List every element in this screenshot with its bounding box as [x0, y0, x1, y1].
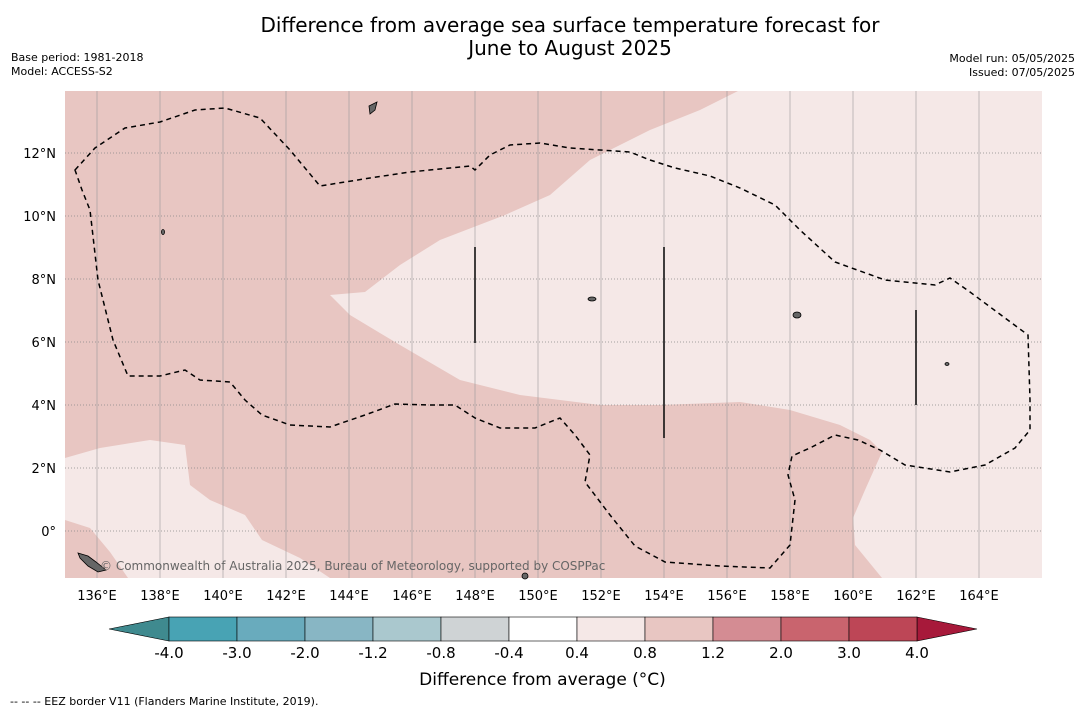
colorbar-tick-label: 2.0: [769, 644, 793, 662]
lon-tick-152e: 152°E: [581, 589, 621, 604]
lon-tick-154e: 154°E: [644, 589, 684, 604]
copyright-text: © Commonwealth of Australia 2025, Bureau…: [100, 559, 605, 573]
colorbar-segment: [508, 616, 578, 642]
colorbar-segment: [576, 616, 646, 642]
lon-tick-156e: 156°E: [707, 589, 747, 604]
colorbar-tick-label: 3.0: [837, 644, 861, 662]
lon-tick-labels: 136°E 138°E 140°E 142°E 144°E 146°E 148°…: [77, 589, 999, 604]
colorbar-extend-high: [916, 616, 978, 642]
title-line-1: Difference from average sea surface temp…: [260, 13, 880, 37]
lon-tick-164e: 164°E: [959, 589, 999, 604]
lat-tick-2n: 2°N: [32, 462, 57, 477]
lon-tick-140e: 140°E: [203, 589, 243, 604]
colorbar-segment: [236, 616, 306, 642]
base-period: Base period: 1981-2018: [11, 51, 144, 64]
lon-tick-144e: 144°E: [329, 589, 369, 604]
lat-tick-labels: 12°N 10°N 8°N 6°N 4°N 2°N 0°: [23, 147, 56, 540]
anomaly-patch-southwest: [65, 440, 330, 578]
lon-tick-160e: 160°E: [833, 589, 873, 604]
colorbar-segment: [168, 616, 238, 642]
anomaly-region-north: [65, 91, 882, 578]
islands: [77, 101, 950, 580]
colorbar-segment: [372, 616, 442, 642]
meta-left: Base period: 1981-2018 Model: ACCESS-S2: [11, 51, 143, 79]
colorbar-tick-label: -2.0: [290, 644, 319, 662]
colorbar-label: Difference from average (°C): [419, 670, 666, 690]
lon-tick-148e: 148°E: [455, 589, 495, 604]
colorbar-segment: [304, 616, 374, 642]
colorbar-tick-label: 1.2: [701, 644, 725, 662]
lat-gridlines: [65, 152, 1042, 532]
colorbar-tick-label: -1.2: [358, 644, 387, 662]
lon-tick-142e: 142°E: [266, 589, 306, 604]
lon-tick-146e: 146°E: [392, 589, 432, 604]
colorbar-tick-label: 0.8: [633, 644, 657, 662]
colorbar-segment: [440, 616, 510, 642]
lat-tick-6n: 6°N: [32, 336, 57, 351]
lon-tick-138e: 138°E: [140, 589, 180, 604]
issued-date: Issued: 07/05/2025: [968, 66, 1075, 79]
colorbar-segment: [848, 616, 918, 642]
colorbar-segment: [712, 616, 782, 642]
colorbar-segment: [780, 616, 850, 642]
lat-tick-12n: 12°N: [23, 147, 56, 162]
lon-tick-136e: 136°E: [77, 589, 117, 604]
colorbar-tick-label: 4.0: [905, 644, 929, 662]
lat-tick-10n: 10°N: [23, 210, 56, 225]
footer-note: -- -- -- EEZ border V11 (Flanders Marine…: [10, 695, 319, 708]
colorbar-extend-low: [108, 616, 170, 642]
lat-tick-0: 0°: [41, 525, 56, 540]
boundary-lines: [474, 247, 917, 438]
lat-tick-8n: 8°N: [32, 273, 57, 288]
model-run: Model run: 05/05/2025: [949, 52, 1075, 65]
colorbar-tick-label: -0.4: [494, 644, 523, 662]
chart-title: Difference from average sea surface temp…: [170, 14, 970, 60]
title-line-2: June to August 2025: [468, 36, 672, 60]
colorbar-tick-label: -4.0: [154, 644, 183, 662]
colorbar-tick-label: -3.0: [222, 644, 251, 662]
eez-borders: [74, 107, 1031, 569]
colorbar-segment: [644, 616, 714, 642]
model-name: Model: ACCESS-S2: [11, 65, 113, 78]
colorbar: -4.0 -3.0 -2.0 -1.2 -0.8 -0.4 0.4 0.8 1.2 2.0 3.0 4…: [108, 616, 978, 662]
colorbar-tick-label: 0.4: [565, 644, 589, 662]
lon-tick-158e: 158°E: [770, 589, 810, 604]
meta-right: Model run: 05/05/2025 Issued: 07/05/2025: [949, 52, 1075, 80]
lat-tick-4n: 4°N: [32, 399, 57, 414]
lon-tick-162e: 162°E: [896, 589, 936, 604]
lon-tick-150e: 150°E: [518, 589, 558, 604]
colorbar-tick-label: -0.8: [426, 644, 455, 662]
